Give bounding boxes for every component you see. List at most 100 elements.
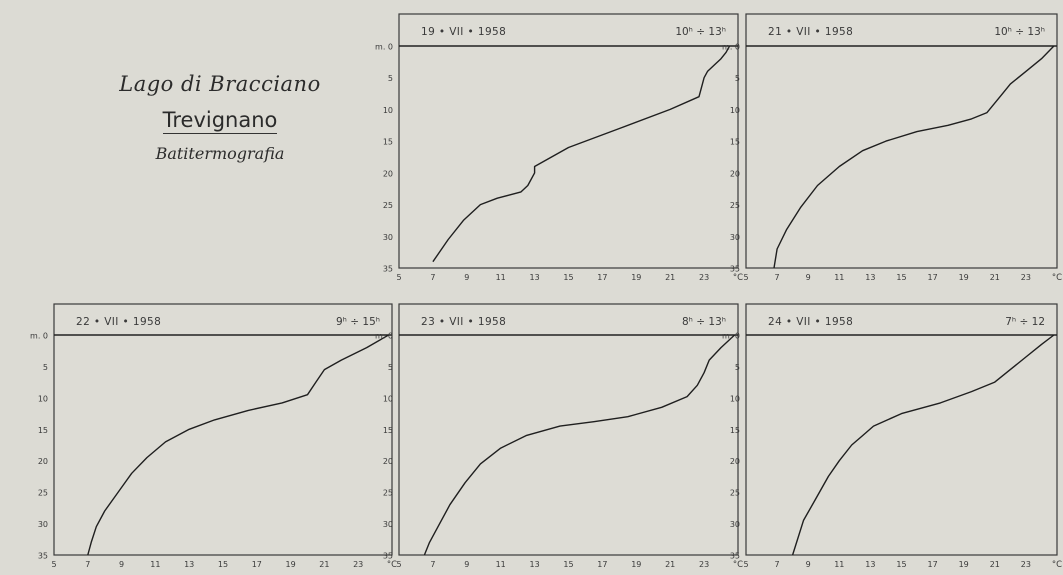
panel-4-depth-tick-5: 5 <box>388 363 393 372</box>
panel-3-temp-tick-17: 17 <box>252 560 262 569</box>
panel-1-depth-tick-5: 5 <box>388 74 393 83</box>
panel-4-depth-tick-35: 35 <box>383 552 393 561</box>
panel-2-depth-tick-5: 5 <box>735 74 740 83</box>
panel-2-temperature-curve <box>773 45 1055 269</box>
panel-4-temp-tick-9: 9 <box>464 560 469 569</box>
panel-5-temp-tick-17: 17 <box>928 560 938 569</box>
panel-2-temp-tick-5: 5 <box>743 273 748 282</box>
panel-4-temp-tick-19: 19 <box>631 560 641 569</box>
panel-2-temp-tick-17: 17 <box>928 273 938 282</box>
panel-4-temp-unit: °C <box>733 560 743 570</box>
panel-5-temp-tick-7: 7 <box>775 560 780 569</box>
panel-4-frame <box>398 303 739 556</box>
panel-3-temp-tick-7: 7 <box>85 560 90 569</box>
panel-3-depth-tick-0: m. 0 <box>30 332 48 341</box>
panel-1-time-label: 10ʰ ÷ 13ʰ <box>675 26 726 38</box>
lake-name: Lago di Bracciano <box>119 72 321 96</box>
panel-1-frame <box>398 13 739 269</box>
panel-2-temp-tick-21: 21 <box>990 273 1000 282</box>
panel-3-depth-tick-5: 5 <box>43 363 48 372</box>
panel-2-temp-tick-7: 7 <box>775 273 780 282</box>
panel-1-depth-tick-35: 35 <box>383 265 393 274</box>
panel-5-temp-unit: °C <box>1052 560 1062 570</box>
panel-4-depth-tick-10: 10 <box>383 394 393 403</box>
panel-2-depth-tick-10: 10 <box>730 106 740 115</box>
panel-4-depth-tick-15: 15 <box>383 426 393 435</box>
panel-3-temp-tick-13: 13 <box>184 560 194 569</box>
panel-3-depth-tick-25: 25 <box>38 489 48 498</box>
panel-4-temp-tick-15: 15 <box>563 560 573 569</box>
panel-5-temp-tick-23: 23 <box>1021 560 1031 569</box>
panel-5-frame <box>745 303 1058 556</box>
panel-4-depth-tick-25: 25 <box>383 489 393 498</box>
panel-5-depth-tick-20: 20 <box>730 457 740 466</box>
panel-1-temp-tick-17: 17 <box>597 273 607 282</box>
panel-5-temp-tick-9: 9 <box>806 560 811 569</box>
panel-1-temp-tick-7: 7 <box>430 273 435 282</box>
panel-2-depth-tick-35: 35 <box>730 265 740 274</box>
panel-2-temp-unit: °C <box>1052 273 1062 283</box>
panel-5-temp-tick-15: 15 <box>896 560 906 569</box>
panel-5-temperature-curve <box>791 334 1055 556</box>
panel-1-temp-tick-21: 21 <box>665 273 675 282</box>
panel-2-depth-tick-15: 15 <box>730 138 740 147</box>
panel-2-temp-tick-15: 15 <box>896 273 906 282</box>
panel-1-temperature-curve <box>432 45 731 263</box>
panel-2-frame <box>745 13 1058 269</box>
panel-5-temp-tick-21: 21 <box>990 560 1000 569</box>
place-name: Trevignano <box>162 108 278 134</box>
panel-2-depth-tick-25: 25 <box>730 201 740 210</box>
panel-3-temp-tick-5: 5 <box>51 560 56 569</box>
panel-4-temp-tick-21: 21 <box>665 560 675 569</box>
panel-1-temp-tick-11: 11 <box>496 273 506 282</box>
panel-3-depth-tick-20: 20 <box>38 457 48 466</box>
panel-2-temp-tick-13: 13 <box>865 273 875 282</box>
panel-1-depth-tick-25: 25 <box>383 201 393 210</box>
panel-5-depth-tick-35: 35 <box>730 552 740 561</box>
panel-4-temp-tick-17: 17 <box>597 560 607 569</box>
panel-3-temp-tick-11: 11 <box>150 560 160 569</box>
panel-3-time-label: 9ʰ ÷ 15ʰ <box>336 316 380 328</box>
panel-3-temperature-curve <box>87 334 389 556</box>
panel-5-time-label: 7ʰ ÷ 12 <box>1005 316 1045 328</box>
panel-3-depth-tick-10: 10 <box>38 394 48 403</box>
panel-1-temp-tick-9: 9 <box>464 273 469 282</box>
panel-1-temp-tick-15: 15 <box>563 273 573 282</box>
panel-2-depth-tick-20: 20 <box>730 169 740 178</box>
panel-2-depth-tick-30: 30 <box>730 233 740 242</box>
panel-3-depth-tick-15: 15 <box>38 426 48 435</box>
panel-4-depth-tick-20: 20 <box>383 457 393 466</box>
panel-4-date-label: 23 • VII • 1958 <box>421 316 506 328</box>
panel-3-depth-tick-30: 30 <box>38 520 48 529</box>
panel-4-temp-tick-7: 7 <box>430 560 435 569</box>
panel-3-temp-tick-9: 9 <box>119 560 124 569</box>
panel-2-temp-tick-19: 19 <box>959 273 969 282</box>
panel-5-depth-tick-30: 30 <box>730 520 740 529</box>
panel-5-depth-tick-5: 5 <box>735 363 740 372</box>
panel-1-temp-tick-5: 5 <box>396 273 401 282</box>
panel-2-temp-tick-11: 11 <box>834 273 844 282</box>
panel-3-temp-unit: °C <box>387 560 397 570</box>
panel-5-temp-tick-19: 19 <box>959 560 969 569</box>
panel-2-depth-tick-0: m. 0 <box>722 43 740 52</box>
panel-3-temp-tick-23: 23 <box>353 560 363 569</box>
panel-1-temp-tick-23: 23 <box>699 273 709 282</box>
panel-1-date-label: 19 • VII • 1958 <box>421 26 506 38</box>
panel-1-temp-tick-13: 13 <box>530 273 540 282</box>
panel-4-depth-tick-0: m. 0 <box>375 332 393 341</box>
panel-5-depth-tick-15: 15 <box>730 426 740 435</box>
panel-4-temperature-curve <box>423 334 736 556</box>
panel-4-temp-tick-13: 13 <box>530 560 540 569</box>
panel-5-depth-tick-10: 10 <box>730 394 740 403</box>
panel-2-temp-tick-9: 9 <box>806 273 811 282</box>
panel-4-depth-tick-30: 30 <box>383 520 393 529</box>
panel-3-temp-tick-19: 19 <box>286 560 296 569</box>
panel-3-temp-tick-15: 15 <box>218 560 228 569</box>
panel-3-temp-tick-21: 21 <box>319 560 329 569</box>
title-block: Lago di Bracciano Trevignano Batitermogr… <box>100 72 340 163</box>
panel-1-depth-tick-20: 20 <box>383 169 393 178</box>
chart-subtitle: Batitermografia <box>155 144 285 163</box>
panel-1-temp-unit: °C <box>733 273 743 283</box>
panel-2-date-label: 21 • VII • 1958 <box>768 26 853 38</box>
